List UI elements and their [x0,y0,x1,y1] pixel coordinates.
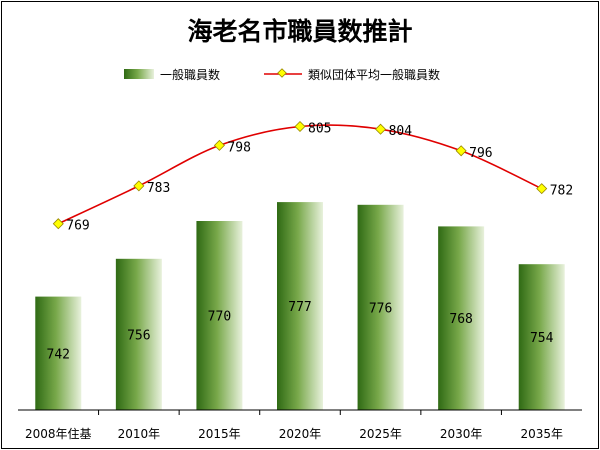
legend-label-line: 類似団体平均一般職員数 [308,67,440,82]
line-value-label: 804 [389,124,413,139]
bar [35,296,82,410]
legend: 一般職員数 類似団体平均一般職員数 [124,67,440,82]
bar-value-label: 770 [208,310,231,325]
bar [196,221,243,410]
x-tick-label: 2015年 [198,427,241,441]
line-marker [455,145,467,157]
bar [357,204,404,410]
line-marker [536,183,548,195]
line-series: 769 783 798 805 804 796 782 [52,120,573,234]
x-axis-ticks: 2008年住基 2010年 2015年 2020年 2025年 2030年 2035年 [25,410,563,441]
line-value-label: 796 [469,146,492,161]
bar-value-label: 742 [47,347,70,362]
bar [518,264,565,410]
legend-label-bar: 一般職員数 [160,67,220,82]
line-value-label: 783 [147,181,170,196]
line-value-label: 798 [227,140,250,155]
x-tick-label: 2008年住基 [25,427,92,441]
x-tick-label: 2025年 [359,427,402,441]
bar-value-label: 756 [127,328,150,343]
line-marker [294,120,306,133]
line-marker [133,180,145,192]
line-value-label: 769 [66,219,89,234]
bar-value-label: 754 [530,331,554,346]
chart-title: 海老名市職員数推計 [187,17,412,46]
x-tick-label: 2035年 [520,427,563,441]
line-marker [52,218,64,230]
bar-series: 742 756 770 777 776 768 754 [35,202,565,410]
legend-swatch-marker [277,68,287,78]
x-tick-label: 2030年 [440,427,483,441]
legend-swatch-bar [124,69,154,79]
bar-value-label: 768 [449,312,472,327]
bar [115,258,162,410]
line-value-label: 782 [550,184,573,199]
line-marker [213,139,225,151]
bar [277,202,323,410]
x-tick-label: 2020年 [279,427,322,441]
bar-value-label: 776 [369,301,392,316]
line-value-label: 805 [308,122,331,137]
line-marker [375,123,387,135]
bar-value-label: 777 [288,300,311,315]
x-tick-label: 2010年 [118,427,161,441]
bar [438,226,485,410]
